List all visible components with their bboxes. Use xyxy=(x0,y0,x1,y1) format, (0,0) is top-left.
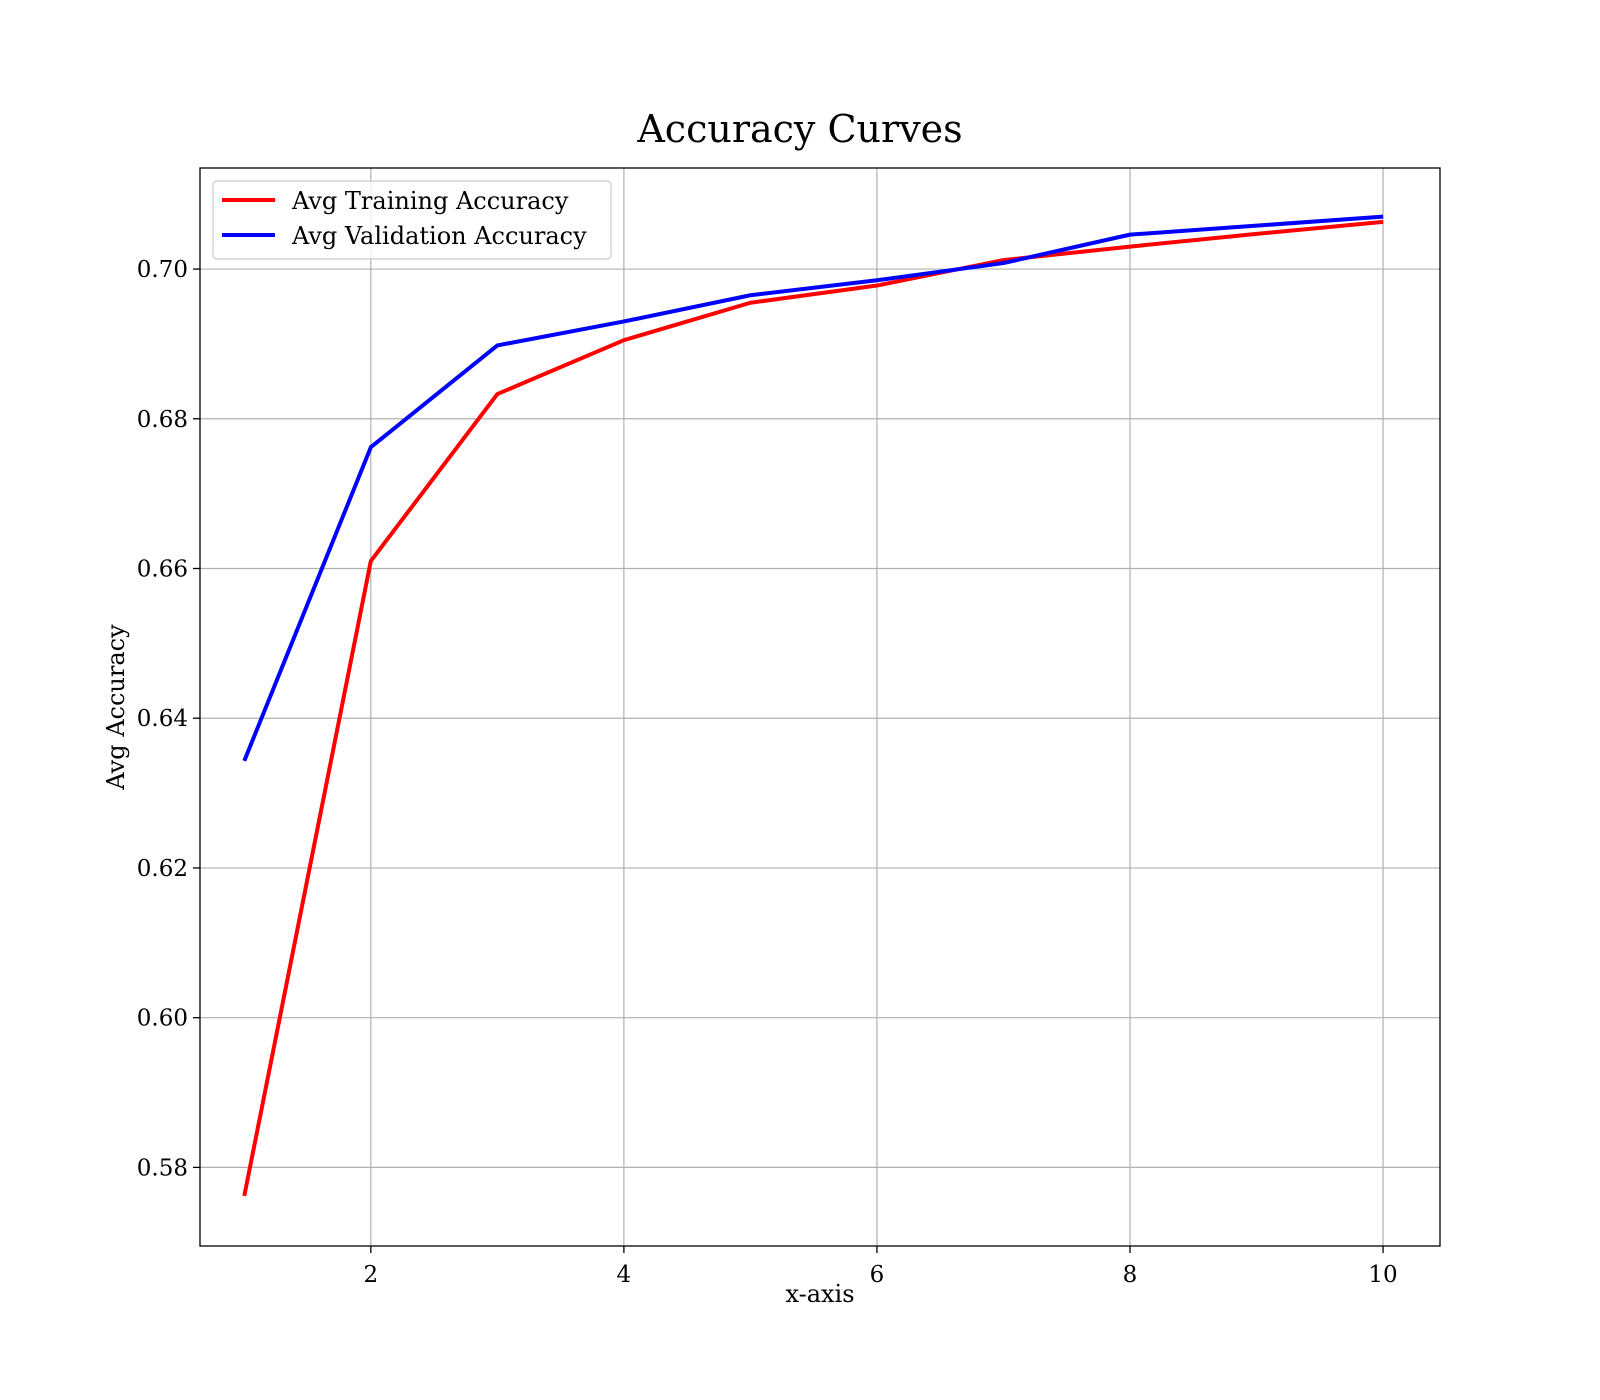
y-axis-label: Avg Accuracy xyxy=(102,624,130,791)
y-tick-label: 0.70 xyxy=(137,257,188,283)
legend-box xyxy=(212,180,612,260)
y-tick-label: 0.66 xyxy=(137,557,188,583)
y-tick-label: 0.64 xyxy=(137,706,188,732)
plot-frame xyxy=(199,167,1441,1247)
x-tick-label: 2 xyxy=(363,1262,378,1288)
y-tick-label: 0.60 xyxy=(137,1006,188,1032)
axis-ticks: 2 4 6 8 10 0.58 0.60 0.62 0.64 0.66 0.68 0.70 xyxy=(137,257,1398,1288)
y-tick-label: 0.68 xyxy=(137,407,188,433)
y-tick-label: 0.58 xyxy=(137,1155,188,1181)
legend: Avg Training Accuracy Avg Validation Acc… xyxy=(212,180,612,260)
series-line-training xyxy=(242,219,1384,1197)
legend-label-validation: Avg Validation Accuracy xyxy=(291,222,587,250)
y-tick-label: 0.62 xyxy=(137,856,188,882)
x-axis-label: x-axis xyxy=(785,1280,854,1308)
series-line-validation xyxy=(242,214,1384,762)
grid xyxy=(200,168,1440,1246)
x-tick-label: 6 xyxy=(870,1262,885,1288)
x-tick-label: 10 xyxy=(1368,1262,1397,1288)
x-tick-label: 4 xyxy=(617,1262,632,1288)
legend-label-training: Avg Training Accuracy xyxy=(291,187,569,215)
x-tick-label: 8 xyxy=(1123,1262,1138,1288)
chart-title: Accuracy Curves xyxy=(636,107,962,151)
series-lines xyxy=(242,214,1384,1197)
